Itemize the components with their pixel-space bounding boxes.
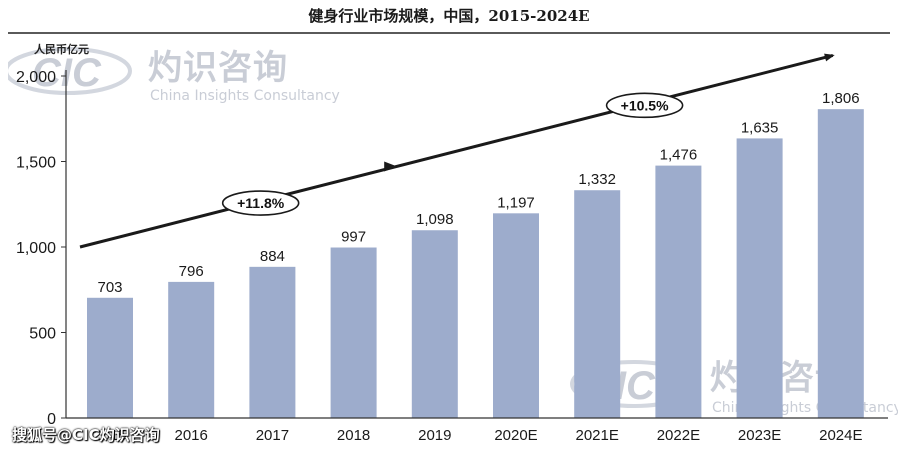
x-tick-label: 2020E bbox=[494, 427, 537, 444]
growth-trend: +11.8% +10.5% bbox=[79, 53, 835, 249]
y-tick-label: 1,000 bbox=[16, 240, 56, 257]
x-tick-label: 2023E bbox=[738, 427, 781, 444]
bar-2015 bbox=[87, 297, 133, 418]
x-tick-label: 2021E bbox=[576, 427, 619, 444]
y-tick-label: 500 bbox=[29, 326, 56, 343]
y-axis-unit-label: 人民币亿元 bbox=[34, 43, 89, 56]
x-tick-label: 2015 bbox=[93, 427, 126, 444]
y-tick-label: 1,500 bbox=[16, 155, 56, 172]
data-label: 1,635 bbox=[741, 119, 779, 136]
title-divider bbox=[8, 32, 890, 34]
chart-header: 健身行业市场规模，中国，2015-2024E bbox=[0, 0, 898, 34]
y-tick-label: 2,000 bbox=[16, 69, 56, 86]
cagr-bubble bbox=[605, 92, 684, 119]
data-label: 884 bbox=[260, 248, 285, 265]
y-axis: 0 500 1,000 1,500 2,000 bbox=[16, 69, 67, 428]
y-tick-label: 0 bbox=[47, 411, 56, 428]
data-label: 1,476 bbox=[660, 147, 698, 164]
bar-2021E bbox=[574, 190, 621, 418]
x-tick-label: 2024E bbox=[819, 427, 862, 444]
bars-group: 703 796 884 997 1,098 1,197 1,332 1,476 1,635 1,8… bbox=[87, 90, 864, 419]
cagr-bubble bbox=[221, 190, 300, 216]
data-label: 1,806 bbox=[822, 90, 860, 107]
data-label: 796 bbox=[179, 263, 204, 280]
data-label: 1,332 bbox=[578, 171, 616, 188]
x-tick-label: 2017 bbox=[256, 427, 289, 444]
bar-2020E bbox=[493, 213, 539, 418]
data-label: 997 bbox=[341, 229, 366, 246]
x-tick-label: 2022E bbox=[657, 427, 700, 444]
x-axis: 2015 2016 2017 2018 2019 2020E 2021E 2022E 2023E… bbox=[66, 417, 888, 444]
cagr-label: +11.8% bbox=[237, 195, 285, 211]
x-tick-label: 2018 bbox=[337, 427, 370, 444]
x-tick-label: 2019 bbox=[418, 427, 451, 444]
trend-arrow bbox=[79, 53, 835, 249]
bar-2019 bbox=[411, 230, 458, 418]
x-tick-label: 2016 bbox=[175, 427, 208, 444]
data-label: 1,197 bbox=[497, 194, 535, 211]
bar-2016 bbox=[168, 281, 215, 418]
bar-2017 bbox=[249, 266, 296, 418]
bar-2024E bbox=[817, 109, 864, 418]
bar-2022E bbox=[655, 165, 702, 418]
bar-2018 bbox=[330, 247, 377, 418]
bar-2023E bbox=[736, 138, 783, 419]
trend-midpoint-arrowhead bbox=[384, 161, 398, 172]
data-label: 1,098 bbox=[416, 211, 454, 228]
data-label: 703 bbox=[97, 279, 122, 296]
chart-title: 健身行业市场规模，中国，2015-2024E bbox=[308, 7, 590, 25]
source-caption: 搜狐号@CIC灼识咨询 bbox=[12, 426, 160, 444]
cagr-label: +10.5% bbox=[621, 97, 669, 113]
